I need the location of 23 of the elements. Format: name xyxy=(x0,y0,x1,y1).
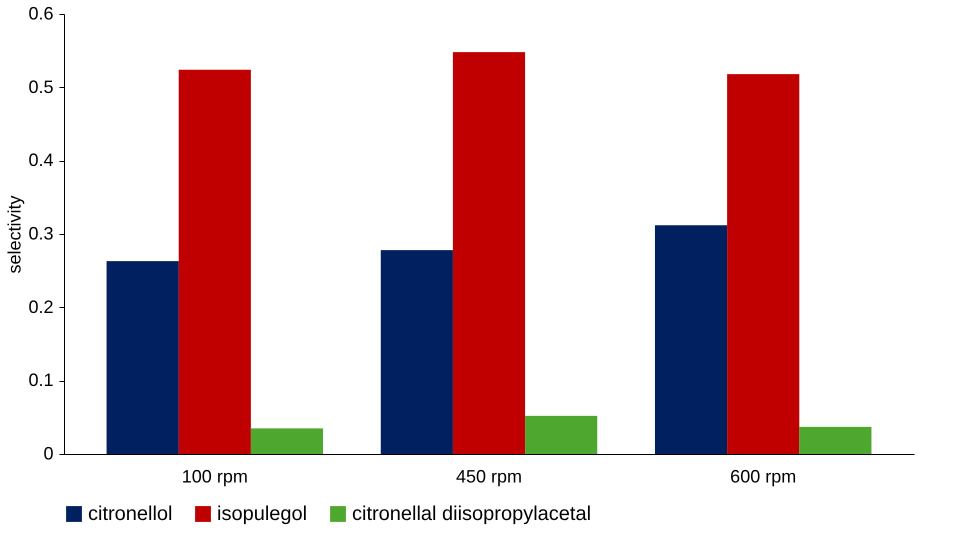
bar xyxy=(452,52,526,454)
bar xyxy=(106,261,179,454)
bar xyxy=(727,74,800,454)
bar xyxy=(178,70,251,454)
x-tick-label: 600 rpm xyxy=(730,466,796,486)
bar xyxy=(380,250,453,454)
y-tick-label: 0.6 xyxy=(28,4,54,24)
bar xyxy=(799,426,872,454)
bar xyxy=(525,416,598,454)
bar xyxy=(654,225,728,454)
y-tick-label: 0 xyxy=(43,444,54,464)
x-tick-label: 100 rpm xyxy=(182,466,248,486)
y-tick-label: 0.4 xyxy=(28,150,54,170)
legend-label: citronellol xyxy=(88,503,172,525)
y-tick-label: 0.5 xyxy=(28,76,54,97)
legend-label: citronellal diisopropylacetal xyxy=(352,503,592,525)
y-tick-label: 0.3 xyxy=(28,224,54,244)
x-tick-label: 450 rpm xyxy=(456,466,522,486)
y-axis-title: selectivity xyxy=(4,195,24,274)
y-tick-label: 0.1 xyxy=(28,370,54,390)
legend-label: isopulegol xyxy=(217,503,308,525)
y-tick-label: 0.2 xyxy=(28,296,54,317)
bar xyxy=(250,428,324,454)
